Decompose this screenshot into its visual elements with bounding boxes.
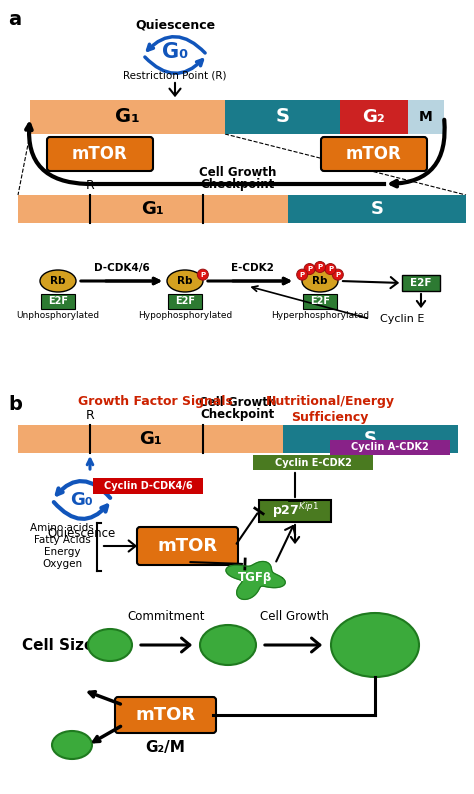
Text: p27$^{Kip1}$: p27$^{Kip1}$ — [272, 502, 319, 520]
Ellipse shape — [331, 613, 419, 677]
Bar — [18, 195, 288, 223]
Text: E2F: E2F — [175, 296, 195, 306]
Text: S: S — [364, 430, 377, 448]
Ellipse shape — [325, 264, 336, 275]
Text: Rb: Rb — [177, 276, 193, 286]
Ellipse shape — [332, 269, 343, 280]
Ellipse shape — [200, 625, 256, 665]
Text: P: P — [300, 272, 305, 278]
Text: G₂/M: G₂/M — [146, 740, 185, 755]
Text: a: a — [8, 10, 21, 29]
Text: mTOR: mTOR — [346, 145, 402, 163]
Text: D-CDK4/6: D-CDK4/6 — [94, 263, 149, 273]
Text: P: P — [318, 264, 323, 270]
Text: Restriction Point (R): Restriction Point (R) — [123, 70, 227, 80]
Bar — [41, 294, 75, 309]
Text: E-CDK2: E-CDK2 — [231, 263, 274, 273]
Text: G₀: G₀ — [162, 42, 188, 62]
Text: G₁: G₁ — [139, 430, 162, 448]
Ellipse shape — [197, 269, 208, 280]
Bar — [288, 195, 466, 223]
FancyBboxPatch shape — [137, 527, 238, 565]
Text: Checkpoint: Checkpoint — [201, 408, 275, 421]
Text: Rb: Rb — [312, 276, 328, 286]
Ellipse shape — [297, 269, 308, 280]
Text: Cyclin E: Cyclin E — [380, 314, 424, 324]
Bar — [303, 294, 337, 309]
Bar — [330, 440, 450, 455]
Text: Hyperphosphorylated: Hyperphosphorylated — [271, 311, 369, 320]
Bar — [408, 100, 444, 134]
Ellipse shape — [304, 264, 315, 275]
Bar — [168, 294, 202, 309]
Ellipse shape — [40, 270, 76, 292]
Text: Fatty Acids: Fatty Acids — [34, 535, 91, 545]
Text: Growth Factor Signals: Growth Factor Signals — [78, 395, 232, 408]
Text: Oxygen: Oxygen — [42, 559, 82, 569]
Text: R: R — [86, 409, 94, 422]
Text: Energy: Energy — [44, 547, 80, 557]
Bar — [93, 478, 203, 494]
Bar — [283, 425, 458, 453]
Text: TGFβ: TGFβ — [238, 572, 272, 584]
Text: Cell Size: Cell Size — [22, 638, 94, 653]
Text: P: P — [307, 266, 312, 272]
Text: Commitment: Commitment — [127, 610, 205, 623]
FancyBboxPatch shape — [321, 137, 427, 171]
Text: P: P — [328, 266, 333, 272]
Text: S: S — [371, 200, 383, 218]
FancyBboxPatch shape — [47, 137, 153, 171]
Text: Cell Growth: Cell Growth — [260, 610, 328, 623]
Text: Cell Growth: Cell Growth — [199, 166, 277, 179]
Text: Amino acids: Amino acids — [30, 523, 94, 533]
Text: Cyclin D-CDK4/6: Cyclin D-CDK4/6 — [104, 481, 192, 491]
Text: Hypophosphorylated: Hypophosphorylated — [138, 311, 232, 320]
Text: E2F: E2F — [48, 296, 68, 306]
Bar — [225, 100, 340, 134]
Text: b: b — [8, 395, 22, 414]
Text: Cell Growth: Cell Growth — [199, 396, 277, 409]
Text: Unphosphorylated: Unphosphorylated — [17, 311, 100, 320]
Text: G₀: G₀ — [71, 491, 93, 509]
Text: S: S — [275, 107, 290, 126]
Bar — [259, 500, 331, 522]
Text: E2F: E2F — [410, 278, 432, 288]
Text: mTOR: mTOR — [157, 537, 218, 555]
Ellipse shape — [167, 270, 203, 292]
Text: mTOR: mTOR — [72, 145, 128, 163]
Text: R: R — [86, 179, 94, 192]
Text: Rb: Rb — [50, 276, 66, 286]
Text: mTOR: mTOR — [136, 706, 196, 724]
Text: E2F: E2F — [310, 296, 330, 306]
Text: M: M — [419, 110, 433, 124]
Text: G₂: G₂ — [363, 108, 385, 126]
Text: Quiescence: Quiescence — [48, 526, 116, 539]
Bar — [340, 100, 408, 134]
Polygon shape — [226, 561, 285, 599]
Ellipse shape — [88, 629, 132, 661]
Ellipse shape — [302, 270, 338, 292]
Text: G₁: G₁ — [142, 200, 164, 218]
Ellipse shape — [315, 261, 326, 272]
Bar — [30, 100, 225, 134]
Text: Checkpoint: Checkpoint — [201, 178, 275, 191]
Text: G₁: G₁ — [115, 107, 140, 126]
Text: Quiescence: Quiescence — [135, 18, 215, 31]
Text: Cyclin A-CDK2: Cyclin A-CDK2 — [351, 442, 429, 453]
Bar — [18, 425, 283, 453]
Text: Nutritional/Energy
Sufficiency: Nutritional/Energy Sufficiency — [265, 395, 394, 424]
Bar — [402, 275, 440, 291]
Bar — [253, 455, 373, 470]
Text: P: P — [200, 272, 205, 278]
Ellipse shape — [52, 731, 92, 759]
FancyBboxPatch shape — [115, 697, 216, 733]
Text: Cyclin E-CDK2: Cyclin E-CDK2 — [274, 457, 351, 468]
Text: P: P — [335, 272, 340, 278]
